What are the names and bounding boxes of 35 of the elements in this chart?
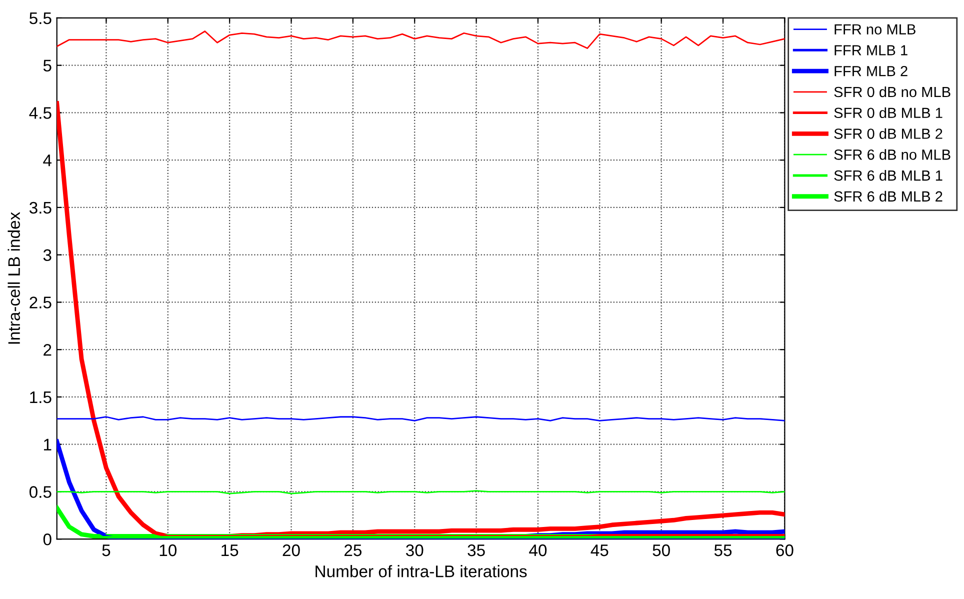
legend-label: SFR 0 dB MLB 1 — [834, 107, 942, 118]
y-tick-label: 4 — [43, 154, 52, 166]
legend-label: SFR 6 dB MLB 2 — [834, 190, 942, 202]
y-tick-label: 3.5 — [29, 202, 52, 214]
y-tick-label: 0 — [43, 534, 52, 546]
y-tick-label: 4.5 — [29, 107, 52, 119]
x-tick-label: 50 — [652, 544, 670, 556]
legend-label: FFR MLB 1 — [834, 45, 908, 56]
x-tick-label: 55 — [714, 544, 732, 556]
legend-label: FFR no MLB — [834, 24, 916, 35]
y-tick-label: 2 — [44, 344, 52, 356]
x-tick-label: 25 — [344, 544, 362, 556]
legend-label: FFR MLB 2 — [834, 66, 908, 76]
legend-label: SFR 0 dB no MLB — [834, 86, 950, 98]
y-tick-label: 5 — [43, 60, 52, 72]
y-axis-title: Intra-cell LB index — [8, 212, 20, 344]
x-tick-label: 10 — [160, 544, 177, 556]
legend-label: SFR 0 dB MLB 2 — [834, 128, 942, 139]
x-tick-label: 5 — [102, 544, 110, 556]
x-tick-label: 15 — [222, 544, 238, 556]
x-tick-label: 20 — [282, 544, 300, 556]
x-tick-label: 40 — [529, 544, 547, 556]
y-tick-label: 2.5 — [30, 296, 52, 308]
y-tick-label: 1 — [44, 438, 52, 450]
legend-label: SFR 6 dB MLB 1 — [834, 170, 942, 181]
y-tick-label: 3 — [43, 249, 52, 262]
x-tick-label: 35 — [468, 544, 485, 556]
y-tick-label: 0.5 — [30, 486, 52, 498]
x-axis-title: Number of intra-LB iterations — [316, 565, 527, 578]
legend-label: SFR 6 dB no MLB — [834, 149, 950, 160]
x-tick-label: 60 — [776, 544, 794, 556]
x-tick-label: 45 — [590, 544, 608, 556]
y-tick-label: 1.5 — [30, 392, 52, 404]
x-tick-label: 30 — [406, 544, 424, 556]
y-tick-label: 5.5 — [30, 12, 52, 24]
